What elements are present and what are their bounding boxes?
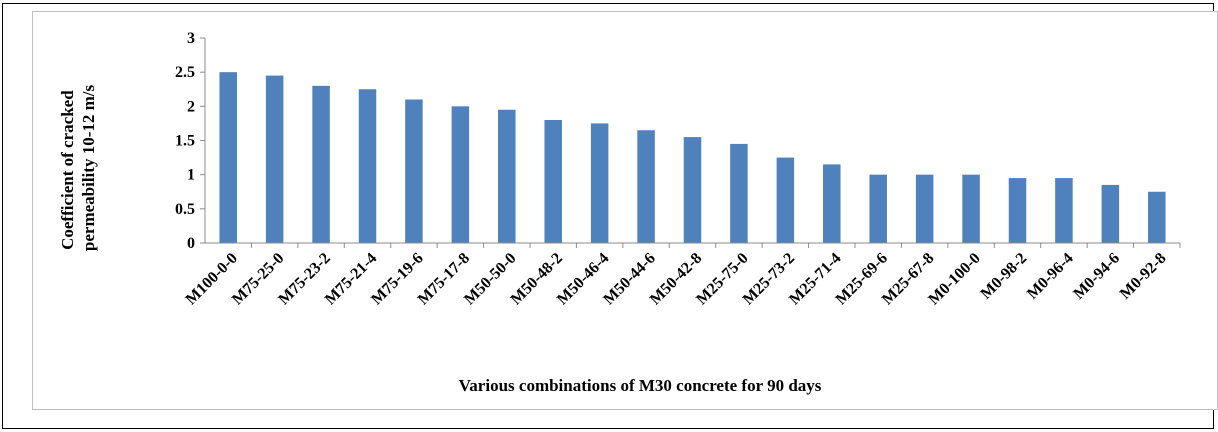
x-category-label: M0-98-2 <box>977 250 1030 303</box>
y-tick-label: 2 <box>187 98 195 115</box>
x-axis-categories: M100-0-0M75-25-0M75-23-2M75-21-4M75-19-6… <box>183 243 1181 308</box>
x-category-label: M0-92-8 <box>1117 250 1170 303</box>
y-tick-label: 2.5 <box>175 64 195 81</box>
y-tick-label: 3 <box>187 30 195 47</box>
bar-M0-92-8 <box>1148 191 1166 243</box>
y-tick-label: 0.5 <box>175 201 195 218</box>
bar-M75-21-4 <box>358 89 377 243</box>
bar-M0-94-6 <box>1101 184 1120 243</box>
bar-M75-23-2 <box>312 85 330 243</box>
bar-M50-44-6 <box>637 130 655 243</box>
bar-M75-19-6 <box>405 99 423 243</box>
bar-M25-75-0 <box>730 143 748 243</box>
x-category-label: M0-96-4 <box>1024 250 1077 303</box>
y-tick-label: 1 <box>187 167 195 184</box>
x-category-label: M0-94-6 <box>1070 250 1123 303</box>
y-tick-label: 1.5 <box>175 133 195 150</box>
y-tick-label: 0 <box>187 235 195 252</box>
bar-M25-69-6 <box>869 174 887 243</box>
bar-M0-100-0 <box>962 174 980 243</box>
bar-M50-42-8 <box>683 137 702 243</box>
bar-M25-71-4 <box>823 164 841 243</box>
bar-M25-67-8 <box>915 174 934 243</box>
y-axis-title: Coefficient of cracked permeability 10-1… <box>58 85 98 252</box>
x-axis-title: Various combinations of M30 concrete for… <box>459 376 822 395</box>
y-axis-ticks: 0 0.5 1 1.5 2 2.5 3 <box>175 30 205 252</box>
y-axis-title-line-2: permeability 10-12 m/s <box>79 85 98 252</box>
y-axis-title-line-1: Coefficient of cracked <box>58 90 77 250</box>
bar-M0-98-2 <box>1008 178 1027 243</box>
bar-M50-46-4 <box>590 123 609 243</box>
bar-M0-96-4 <box>1055 178 1073 243</box>
bar-M50-48-2 <box>544 120 562 243</box>
bar-M25-73-2 <box>776 157 795 243</box>
bars-group <box>219 72 1166 244</box>
bar-M75-17-8 <box>451 106 470 243</box>
bar-M75-25-0 <box>265 75 284 243</box>
bar-M50-50-0 <box>498 109 516 243</box>
bar-M100-0-0 <box>219 72 237 244</box>
